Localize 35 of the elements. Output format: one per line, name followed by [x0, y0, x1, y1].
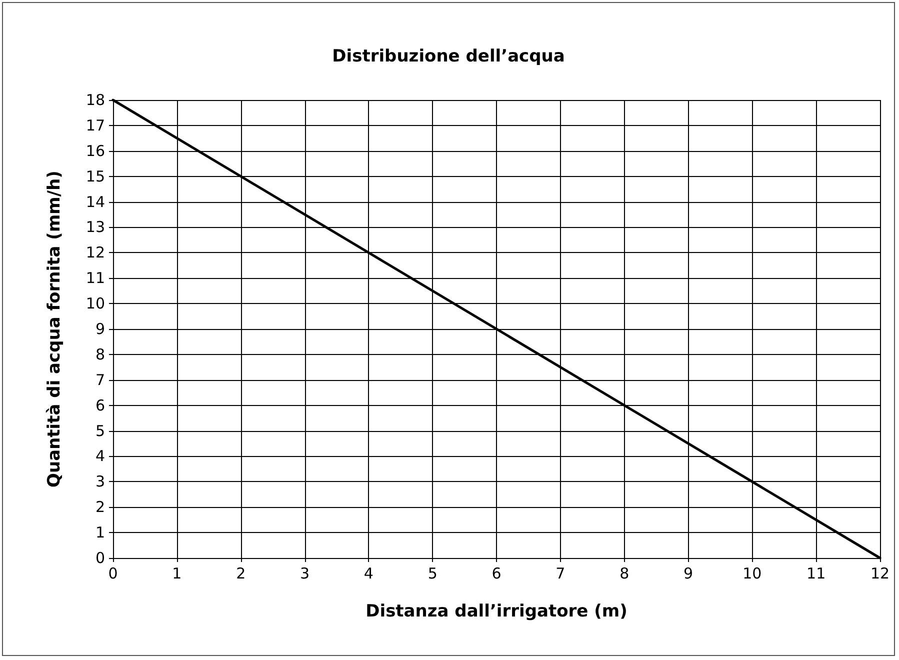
y-tick-label: 17: [86, 116, 105, 134]
y-tick-label: 10: [86, 294, 105, 313]
y-tick-label: 0: [95, 549, 105, 567]
chart-title: Distribuzione dell’acqua: [332, 46, 565, 66]
y-tick-label: 3: [95, 472, 105, 491]
x-tick-label: 12: [870, 564, 890, 582]
x-tick-label: 5: [428, 564, 438, 582]
x-tick-label: 6: [492, 564, 502, 582]
y-tick-label: 14: [86, 192, 105, 211]
y-tick-label: 1: [95, 524, 105, 542]
y-tick-label: 5: [95, 422, 105, 440]
x-tick-label: 4: [364, 564, 374, 582]
y-tick-label: 8: [95, 345, 105, 364]
y-tick-label: 18: [86, 91, 105, 109]
x-axis-title: Distanza dall’irrigatore (m): [366, 602, 628, 622]
y-tick-label: 15: [86, 167, 105, 186]
x-tick-label: 11: [806, 564, 826, 582]
y-tick-label: 11: [86, 269, 105, 288]
x-tick-label: 7: [556, 564, 566, 582]
x-tick-label: 3: [300, 564, 310, 582]
x-tick-label: 0: [108, 564, 118, 582]
y-tick-label: 6: [95, 396, 105, 414]
x-tick-label: 9: [683, 564, 694, 582]
y-tick-label: 16: [86, 142, 105, 160]
y-tick-label: 9: [95, 320, 105, 338]
y-tick-label: 12: [86, 244, 105, 262]
y-tick-label: 13: [86, 218, 105, 236]
y-tick-label: 2: [95, 498, 105, 516]
y-tick-label: 4: [95, 447, 105, 466]
x-tick-label: 1: [172, 564, 182, 582]
x-tick-label: 2: [236, 564, 246, 582]
y-axis-title: Quantità di acqua fornita (mm/h): [44, 170, 64, 488]
x-tick-label: 10: [742, 564, 762, 582]
y-tick-label: 7: [95, 370, 105, 389]
x-tick-label: 8: [620, 564, 630, 582]
